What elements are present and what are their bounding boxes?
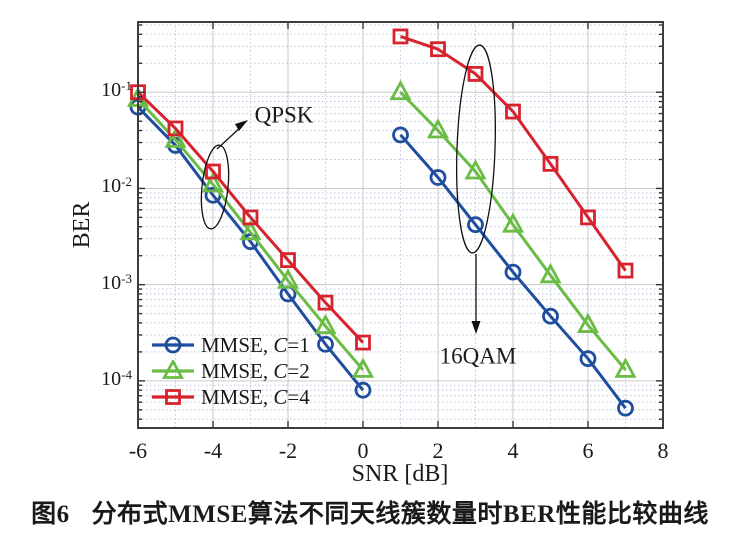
- plot-border: [137, 21, 664, 429]
- qpsk-arrow-line: [216, 125, 243, 150]
- qpsk-ellipse: [200, 144, 230, 230]
- grid-major: [138, 22, 663, 428]
- 16qam-ellipse: [456, 44, 496, 254]
- grid-minor: [138, 22, 663, 428]
- series-mmse-c-4-16qam-: [392, 28, 634, 279]
- series-mmse-c-2-16qam-: [389, 79, 637, 378]
- qpsk-arrowhead: [235, 120, 248, 131]
- series-mmse-c-2-qpsk-: [126, 86, 375, 378]
- 16qam-arrowhead: [471, 321, 481, 334]
- series-group: [126, 28, 637, 417]
- series-mmse-c-1-16qam-: [392, 126, 634, 417]
- annotation-shapes: [200, 44, 496, 334]
